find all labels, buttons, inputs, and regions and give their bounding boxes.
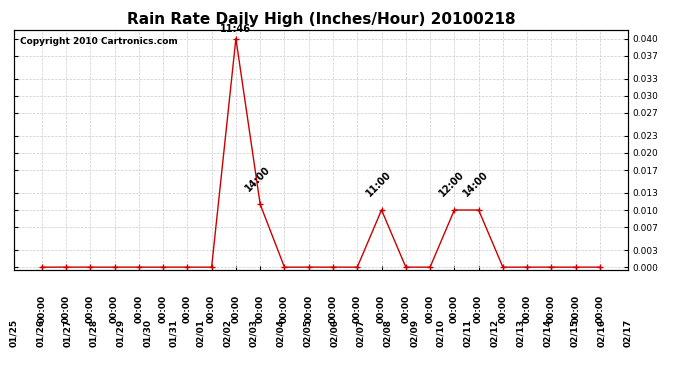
Text: 02/11: 02/11 (463, 319, 472, 347)
Text: 02/09: 02/09 (410, 319, 419, 347)
Text: 01/30: 01/30 (143, 319, 152, 347)
Text: 02/12: 02/12 (490, 319, 499, 347)
Text: 11:00: 11:00 (364, 170, 393, 199)
Text: 01/28: 01/28 (90, 319, 99, 347)
Text: 02/08: 02/08 (383, 319, 392, 347)
Text: 02/02: 02/02 (223, 319, 232, 347)
Text: 01/29: 01/29 (116, 319, 125, 347)
Text: 02/17: 02/17 (623, 319, 633, 347)
Text: 02/04: 02/04 (276, 319, 285, 347)
Text: Copyright 2010 Cartronics.com: Copyright 2010 Cartronics.com (20, 37, 178, 46)
Text: 01/26: 01/26 (36, 319, 45, 347)
Text: 02/07: 02/07 (357, 319, 366, 347)
Text: 01/27: 01/27 (63, 319, 72, 347)
Text: 02/06: 02/06 (330, 319, 339, 347)
Text: 02/13: 02/13 (517, 319, 526, 347)
Text: 02/03: 02/03 (250, 319, 259, 347)
Text: 01/25: 01/25 (9, 319, 19, 347)
Text: 11:46: 11:46 (220, 24, 251, 34)
Text: 01/31: 01/31 (170, 319, 179, 347)
Text: 14:00: 14:00 (243, 164, 272, 193)
Text: 02/01: 02/01 (196, 319, 205, 347)
Text: 02/15: 02/15 (570, 319, 579, 347)
Text: 12:00: 12:00 (437, 170, 466, 199)
Text: 14:00: 14:00 (462, 170, 491, 199)
Title: Rain Rate Daily High (Inches/Hour) 20100218: Rain Rate Daily High (Inches/Hour) 20100… (126, 12, 515, 27)
Text: 02/14: 02/14 (543, 319, 552, 347)
Text: 02/16: 02/16 (597, 319, 606, 347)
Text: 02/05: 02/05 (303, 319, 312, 347)
Text: 02/10: 02/10 (437, 319, 446, 347)
